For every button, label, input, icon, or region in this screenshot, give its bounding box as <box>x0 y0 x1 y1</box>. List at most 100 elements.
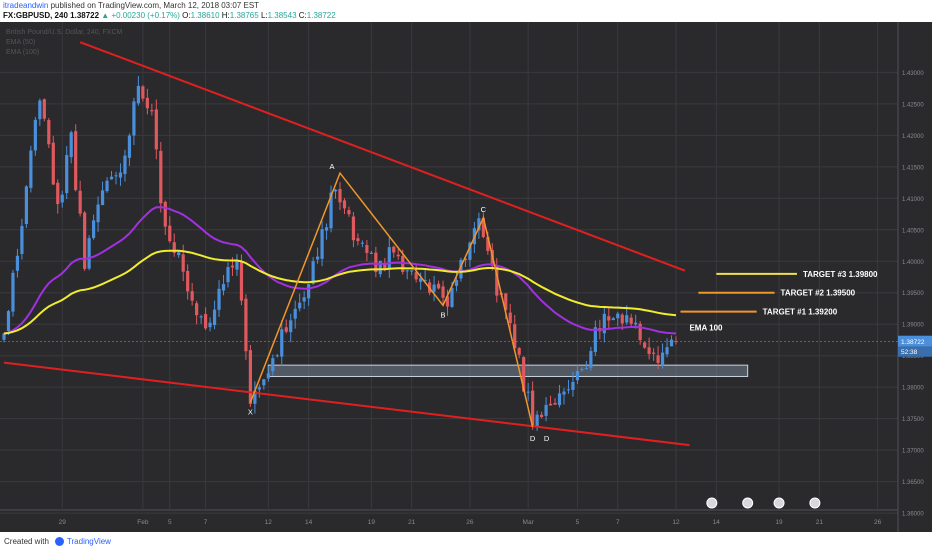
candle-body <box>620 314 624 324</box>
candle-body <box>298 302 302 309</box>
open-label: O: <box>182 11 191 20</box>
tradingview-brand[interactable]: TradingView <box>66 537 111 546</box>
candle-body <box>316 256 320 260</box>
high-value: 1.38765 <box>229 11 259 20</box>
candle-body <box>378 260 382 275</box>
published-info: published on TradingView.com, March 12, … <box>50 1 260 10</box>
candle-body <box>87 238 91 269</box>
price-chart[interactable]: 1.43000 1.42500 1.42000 1.41500 1.41000 1.405… <box>0 22 932 532</box>
candle-body <box>51 142 55 185</box>
candle-body <box>136 85 140 104</box>
close-value: 1.38722 <box>306 11 336 20</box>
candle-body <box>625 315 629 323</box>
candle-body <box>374 252 378 273</box>
ema-100-label: EMA 100 <box>689 323 723 332</box>
y-tick-label: 1.41500 <box>902 165 924 171</box>
footer-bar: Created with TradingView <box>0 532 932 550</box>
candle-body <box>221 284 226 291</box>
chart-background <box>0 22 932 532</box>
target-label: TARGET #3 1.39800 <box>803 270 878 279</box>
candle-body <box>226 267 230 283</box>
candle-body <box>441 286 445 298</box>
candle-body <box>150 110 154 112</box>
candle-body <box>253 390 257 404</box>
y-tick-label: 1.36500 <box>902 480 924 486</box>
candle-body <box>307 284 311 299</box>
candle-body <box>432 284 436 292</box>
candle-body <box>459 259 463 279</box>
candle-body <box>74 131 78 191</box>
candle-body <box>477 218 481 231</box>
candle-body <box>266 373 270 379</box>
candle-body <box>177 252 181 256</box>
x-tick-label: 21 <box>816 519 824 526</box>
candle-body <box>593 327 597 353</box>
candle-body <box>544 404 548 416</box>
y-tick-label: 1.42500 <box>902 102 924 108</box>
candle-body <box>369 252 373 254</box>
legend-line: EMA (100) <box>6 49 39 56</box>
candle-body <box>217 288 221 310</box>
candle-body <box>280 329 284 357</box>
candle-body <box>414 272 418 280</box>
x-tick-label: 12 <box>672 519 680 526</box>
created-with: Created with TradingView <box>4 537 111 547</box>
low-value: 1.38543 <box>267 11 297 20</box>
author-link[interactable]: itradeandwin <box>3 1 49 10</box>
candle-body <box>47 120 51 145</box>
y-tick-label: 1.40000 <box>902 260 924 266</box>
candle-body <box>244 298 248 352</box>
candle-body <box>669 339 674 347</box>
event-flag-icon <box>809 497 821 509</box>
candle-body <box>154 109 158 150</box>
header-bar: itradeandwin published on TradingView.co… <box>0 0 932 22</box>
candle-body <box>616 313 620 319</box>
candle-body <box>29 150 33 188</box>
pattern-point-label: B <box>441 310 446 319</box>
candle-body <box>172 242 176 254</box>
candle-body <box>199 316 203 318</box>
legend-line: British Pound/U.S. Dollar, 240, FXCM <box>6 29 122 36</box>
candle-body <box>239 261 244 301</box>
candle-body <box>145 97 149 109</box>
candle-body <box>248 350 252 404</box>
candle-body <box>96 204 100 223</box>
x-tick-label: 5 <box>576 519 580 526</box>
candle-body <box>356 238 360 242</box>
grid-lines <box>0 71 898 514</box>
candle-body <box>2 333 6 340</box>
candle-body <box>575 371 580 381</box>
candle-body <box>320 229 324 259</box>
candle-body <box>302 297 306 302</box>
candle-body <box>333 189 338 192</box>
candle-body <box>405 270 409 272</box>
candle-body <box>56 182 60 204</box>
candle-body <box>289 320 293 333</box>
last-price: 1.38722 <box>70 11 100 20</box>
low-label: L: <box>260 11 268 20</box>
countdown-tag-text: 52:38 <box>901 349 918 356</box>
candle-body <box>392 246 396 253</box>
candle-body <box>38 100 42 120</box>
x-tick-label: 19 <box>775 519 783 526</box>
candle-body <box>486 236 490 251</box>
candle-body <box>665 347 669 355</box>
pattern-point-label: D <box>530 434 536 443</box>
x-tick-label: 14 <box>713 519 721 526</box>
candle-body <box>504 293 508 311</box>
y-tick-label: 1.38000 <box>902 386 924 392</box>
x-tick-label: 5 <box>168 519 172 526</box>
tradingview-logo-icon <box>54 537 64 547</box>
candle-body <box>495 266 499 296</box>
candle-body <box>109 176 114 180</box>
ema-50-line <box>3 206 677 335</box>
y-tick-label: 1.37500 <box>902 417 924 423</box>
candle-body <box>643 342 647 348</box>
chart-pane[interactable]: 1.43000 1.42500 1.42000 1.41500 1.41000 1.405… <box>0 22 932 532</box>
pattern-point-label: D <box>544 434 550 443</box>
candle-body <box>611 318 615 321</box>
candle-body <box>15 255 20 271</box>
candle-body <box>186 270 190 292</box>
candle-body <box>584 368 588 370</box>
candle-body <box>387 247 391 270</box>
